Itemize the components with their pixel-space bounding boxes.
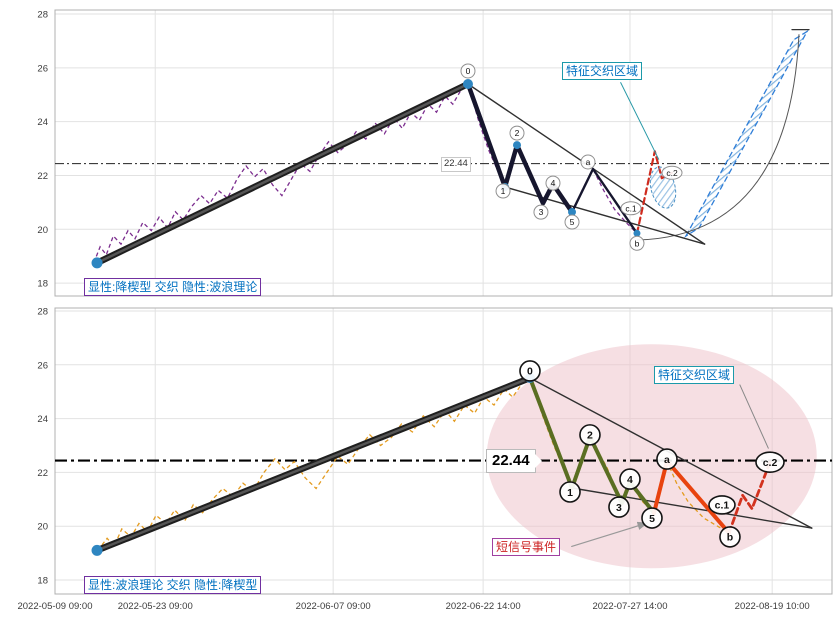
wave-label-text: 3 xyxy=(539,207,544,217)
price-level-text: 22.44 xyxy=(492,452,530,469)
price-history xyxy=(93,82,638,264)
wave-point-dot xyxy=(91,257,103,269)
y-tick-label: 28 xyxy=(37,10,48,21)
bottom-method-label: 显性:波浪理论 交织 隐性:降楔型 xyxy=(84,576,262,595)
wave-label-text: 4 xyxy=(627,474,633,486)
projection-arc xyxy=(636,34,800,241)
trend-line-core xyxy=(95,376,532,552)
wave-label-bubble xyxy=(559,481,581,503)
feature-leader xyxy=(620,82,660,160)
y-tick-label: 18 xyxy=(37,576,48,587)
top-method-label: 显性:降楔型 交织 隐性:波浪理论 xyxy=(84,278,262,297)
breakout-channel xyxy=(684,29,809,238)
wave-label-text: c.2 xyxy=(666,168,678,178)
y-tick-label: 20 xyxy=(37,225,48,236)
feature-leader xyxy=(739,384,769,449)
wave-label-bubble xyxy=(533,204,549,220)
wave-label-text: b xyxy=(727,532,733,544)
y-tick-label: 20 xyxy=(37,522,48,533)
x-tick-label: 2022-06-07 09:00 xyxy=(296,601,371,612)
wave-point-dot xyxy=(462,78,473,89)
wave-label-bubble xyxy=(509,125,525,141)
wave-label-bubble xyxy=(495,183,511,199)
wave-label-text: b xyxy=(635,238,640,248)
wave-label-bubble xyxy=(656,448,678,470)
wave-label-bubble xyxy=(629,235,645,251)
y-tick-label: 22 xyxy=(37,171,48,182)
wave-label-text: c.1 xyxy=(715,500,730,512)
wave-label-text: 0 xyxy=(527,366,533,378)
short-signal-event-label: 短信号事件 xyxy=(492,538,561,557)
y-tick-label: 18 xyxy=(37,279,48,290)
wave-label-bubble xyxy=(719,526,741,548)
top-feature-zone-label: 特征交织区域 xyxy=(562,62,643,81)
wave-label-bubble xyxy=(661,165,683,180)
price-callout-arrow-icon xyxy=(534,454,542,469)
bottom-panel: 18 20 22 24 26 28 0 1 2 3 4 5 a b c.1 c.2 xyxy=(37,306,833,595)
wave-label-bubble xyxy=(755,451,785,473)
y-tick-label: 26 xyxy=(37,63,48,74)
wave-label-bubble xyxy=(619,468,641,490)
panel-border xyxy=(54,9,833,297)
x-tick-label: 2022-08-19 10:00 xyxy=(735,601,810,612)
wave-point-dot xyxy=(91,544,103,556)
wave-label-text: 4 xyxy=(551,178,556,188)
top-panel: 18 20 22 24 26 28 0 1 2 3 4 5 a b c.1 c.2 xyxy=(37,9,833,297)
wave-label-text: 3 xyxy=(616,502,622,514)
wave-label-bubble xyxy=(519,360,541,382)
y-tick-label: 24 xyxy=(37,117,48,128)
wave-label-bubble xyxy=(620,201,642,216)
wave-label-text: 5 xyxy=(649,513,655,525)
wave-label-bubble xyxy=(608,496,630,518)
wave-label-text: a xyxy=(586,157,591,167)
wave-label-text: 5 xyxy=(570,217,575,227)
wave-label-text: 1 xyxy=(501,186,506,196)
wave-label-text: 2 xyxy=(587,430,593,442)
wave-label-bubble xyxy=(579,424,601,446)
wave-label-bubble xyxy=(564,214,580,230)
wave-label-bubble xyxy=(580,154,596,170)
wave-point-dot xyxy=(568,208,577,217)
wave-label-text: 2 xyxy=(515,128,520,138)
wave-label-bubble xyxy=(545,175,561,191)
wave-label-text: 0 xyxy=(466,66,471,76)
signal-arrow xyxy=(571,521,649,548)
price-history xyxy=(97,376,730,551)
c-projection xyxy=(727,460,772,535)
y-tick-label: 28 xyxy=(37,306,48,317)
bottom-feature-zone-label: 特征交织区域 xyxy=(654,366,735,385)
x-tick-label: 2022-06-22 14:00 xyxy=(446,601,521,612)
feature-highlight-ellipse xyxy=(486,344,817,569)
c-projection xyxy=(635,150,674,235)
wave-label-bubble xyxy=(708,495,736,515)
wave-label-text: c.2 xyxy=(763,457,778,469)
trend-line-core xyxy=(95,82,470,265)
bottom-price-level-label: 22.44 xyxy=(486,449,542,474)
y-tick-label: 26 xyxy=(37,360,48,371)
wave-label-bubble xyxy=(641,507,663,529)
x-tick-label: 2022-05-09 09:00 xyxy=(17,601,92,612)
wave-label-bubble xyxy=(460,63,476,79)
y-tick-label: 22 xyxy=(37,468,48,479)
wave-label-text: a xyxy=(664,454,670,466)
wave-point-dot xyxy=(513,141,522,150)
wedge-lower xyxy=(571,487,813,529)
panel-border xyxy=(54,307,833,595)
x-tick-label: 2022-05-23 09:00 xyxy=(118,601,193,612)
wave-label-text: c.1 xyxy=(625,203,637,213)
wave-label-text: 1 xyxy=(567,487,573,499)
wave-point-dot xyxy=(633,229,641,237)
top-price-level-label: 22.44 xyxy=(441,157,471,172)
y-tick-label: 24 xyxy=(37,414,48,425)
x-tick-label: 2022-07-27 14:00 xyxy=(592,601,667,612)
